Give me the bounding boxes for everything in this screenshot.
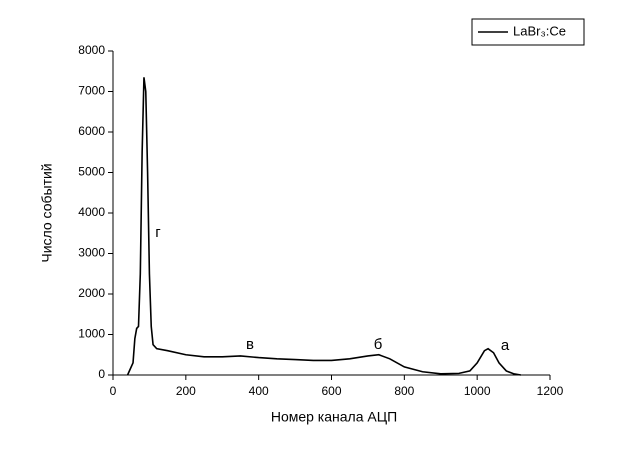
y-tick-label: 4000 [78, 205, 105, 219]
y-axis-title: Число событий [39, 163, 55, 262]
x-tick-label: 400 [249, 384, 269, 398]
y-tick-label: 8000 [78, 43, 105, 57]
y-tick-label: 6000 [78, 124, 105, 138]
x-tick-label: 0 [110, 384, 117, 398]
y-tick-label: 2000 [78, 286, 105, 300]
legend-label: LaBr₃:Ce [513, 23, 566, 38]
peak-label: в [246, 336, 254, 353]
series-line [126, 77, 521, 376]
x-tick-label: 1200 [537, 384, 564, 398]
peak-label: г [155, 224, 161, 241]
peak-label: а [501, 337, 510, 354]
y-tick-label: 5000 [78, 165, 105, 179]
peak-label: б [374, 336, 383, 353]
y-tick-label: 1000 [78, 327, 105, 341]
legend-box [471, 18, 585, 46]
x-tick-label: 200 [176, 384, 196, 398]
y-tick-label: 7000 [78, 84, 105, 98]
x-axis-title: Номер канала АЦП [271, 409, 397, 425]
x-tick-label: 1000 [464, 384, 491, 398]
x-tick-label: 800 [394, 384, 414, 398]
y-tick-label: 3000 [78, 246, 105, 260]
x-tick-label: 600 [321, 384, 341, 398]
y-tick-label: 0 [98, 367, 105, 381]
